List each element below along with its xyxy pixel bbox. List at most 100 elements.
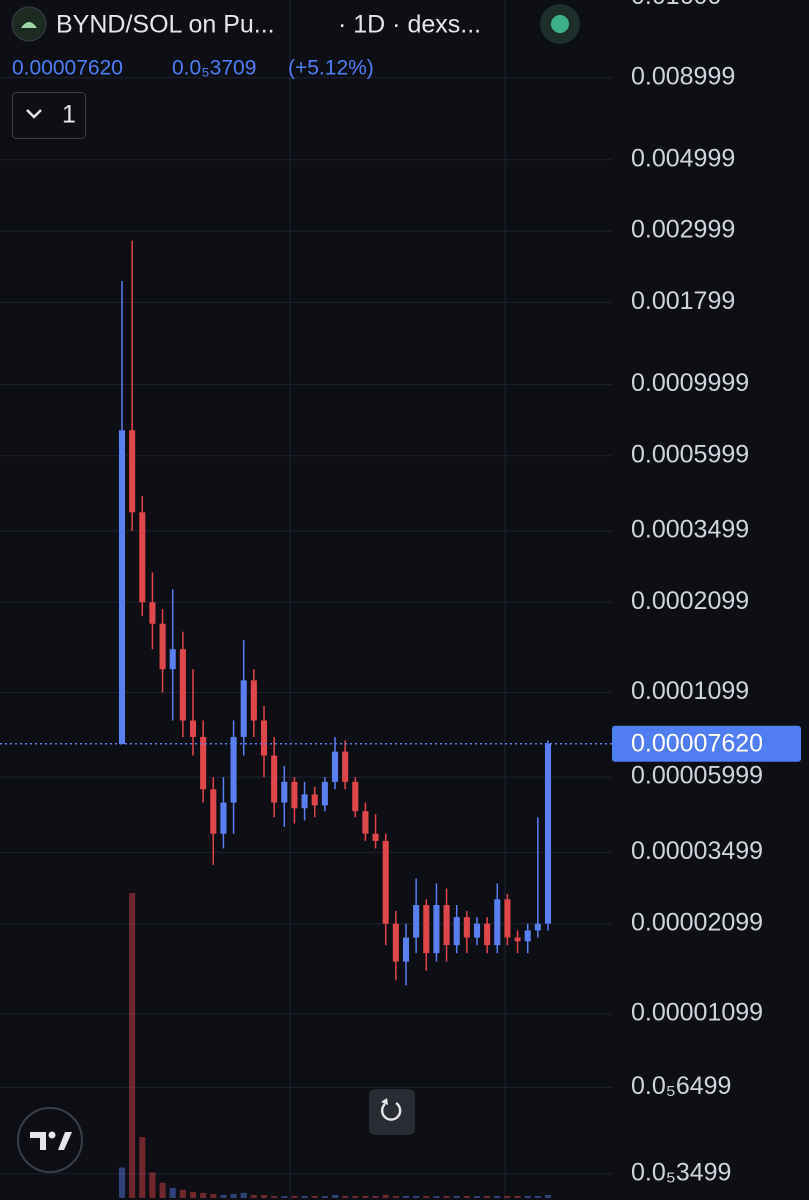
candle-body (402, 937, 410, 962)
volume-bar (534, 1195, 541, 1198)
pair-title: BYND/SOL on Pu... (56, 11, 275, 39)
candle-body (220, 802, 227, 834)
logo-circle[interactable] (17, 1107, 83, 1173)
y-tick-label: 0.004999 (631, 144, 735, 172)
volume-bar (301, 1195, 308, 1198)
candle-body (301, 794, 308, 809)
candle-body (311, 794, 318, 806)
candle-body (240, 680, 247, 737)
volume-bar (210, 1193, 217, 1198)
last-price-box (612, 725, 801, 762)
candle-body (230, 736, 237, 803)
y-tick-label: 0.0005999 (631, 440, 749, 468)
candle-body (514, 937, 521, 942)
y-tick-label: 0.00001099 (631, 999, 763, 1027)
candle-body (362, 811, 369, 834)
volume-bar (453, 1195, 460, 1198)
candle-body (413, 905, 420, 938)
candle-body (484, 923, 491, 946)
volume-bar (362, 1195, 369, 1198)
volume-bar (463, 1195, 470, 1198)
y-tick-label: 0.00003499 (631, 837, 763, 865)
volume-pane (118, 893, 552, 1198)
volume-bar (260, 1194, 268, 1198)
candle-body (473, 923, 481, 938)
candle-body (169, 649, 176, 670)
volume-bar (514, 1195, 521, 1198)
candles (118, 240, 552, 986)
volume-bar (372, 1195, 379, 1198)
header-change: 0.0₅3709 (172, 57, 256, 80)
volume-bar (281, 1195, 288, 1198)
toggle-count[interactable]: 1 (62, 101, 76, 129)
chevron-icon[interactable] (26, 109, 42, 119)
volume-bar (402, 1195, 410, 1198)
volume-bar (342, 1195, 349, 1198)
y-tick-label: 0.008999 (631, 62, 735, 90)
volume-bar (129, 893, 136, 1198)
candle-body (210, 789, 217, 834)
candle-body (342, 751, 349, 782)
volume-bar (433, 1195, 440, 1198)
candle-body (524, 930, 531, 942)
y-tick-label: 0.0002099 (631, 587, 749, 615)
candle-body (179, 649, 186, 721)
price-axis: 0.01600 0.008999 0.004999 0.002999 0.001799 0… (0, 0, 801, 1186)
candle-body (544, 743, 552, 924)
volume-bar (321, 1195, 328, 1198)
interval-source: · 1D · dexs... (338, 11, 481, 39)
volume-bar (413, 1195, 420, 1198)
tradingview-logo[interactable] (17, 1107, 83, 1173)
candle-body (321, 781, 328, 806)
candle-body (372, 833, 379, 841)
volume-bar (443, 1195, 450, 1198)
candle-body (291, 781, 298, 809)
volume-bar (494, 1195, 501, 1198)
candle-body (129, 430, 136, 513)
logo-mark[interactable] (30, 1132, 46, 1150)
y-tick-label: 0.00005999 (631, 762, 763, 790)
volume-bar (118, 1167, 126, 1198)
logo-mark[interactable] (58, 1132, 72, 1150)
volume-bar (382, 1194, 389, 1198)
reset-box[interactable] (369, 1089, 415, 1135)
y-tick-label: 0.002999 (631, 216, 735, 244)
candle-body (260, 720, 268, 756)
candle-body (423, 905, 430, 954)
reset-arrow[interactable] (381, 1098, 388, 1105)
volume-bar (250, 1194, 257, 1198)
volume-bar (392, 1195, 399, 1198)
volume-bar (169, 1187, 176, 1198)
reset-icon[interactable] (380, 1101, 402, 1121)
status-dot (551, 15, 569, 33)
volume-bar (179, 1189, 186, 1198)
volume-bar (271, 1195, 278, 1198)
candle-body (352, 781, 359, 812)
candle-body (281, 781, 288, 803)
candle-body (534, 923, 541, 931)
y-tick-label: 0.001799 (631, 287, 735, 315)
reset-button[interactable] (369, 1089, 415, 1135)
volume-bar (423, 1195, 430, 1198)
candle-body (271, 755, 278, 803)
candle-body (463, 917, 470, 938)
volume-bar (149, 1172, 156, 1198)
volume-bar (484, 1195, 491, 1198)
candle-body (149, 602, 156, 624)
candle-body (118, 430, 126, 745)
candle-body (453, 917, 460, 946)
series-toggle-button[interactable]: 1 (12, 92, 86, 139)
logo-dot[interactable] (48, 1131, 56, 1139)
candle-body (382, 840, 389, 924)
volume-bar (189, 1191, 197, 1198)
y-tick-label: 0.0003499 (631, 516, 749, 544)
y-tick-label: 0.0001099 (631, 677, 749, 705)
last-price-label: 0.00007620 (631, 729, 763, 757)
volume-bar (544, 1194, 552, 1198)
volume-bar (230, 1193, 237, 1198)
toggle-box[interactable] (12, 92, 86, 139)
candle-body (443, 905, 450, 946)
candle-body (392, 923, 399, 962)
